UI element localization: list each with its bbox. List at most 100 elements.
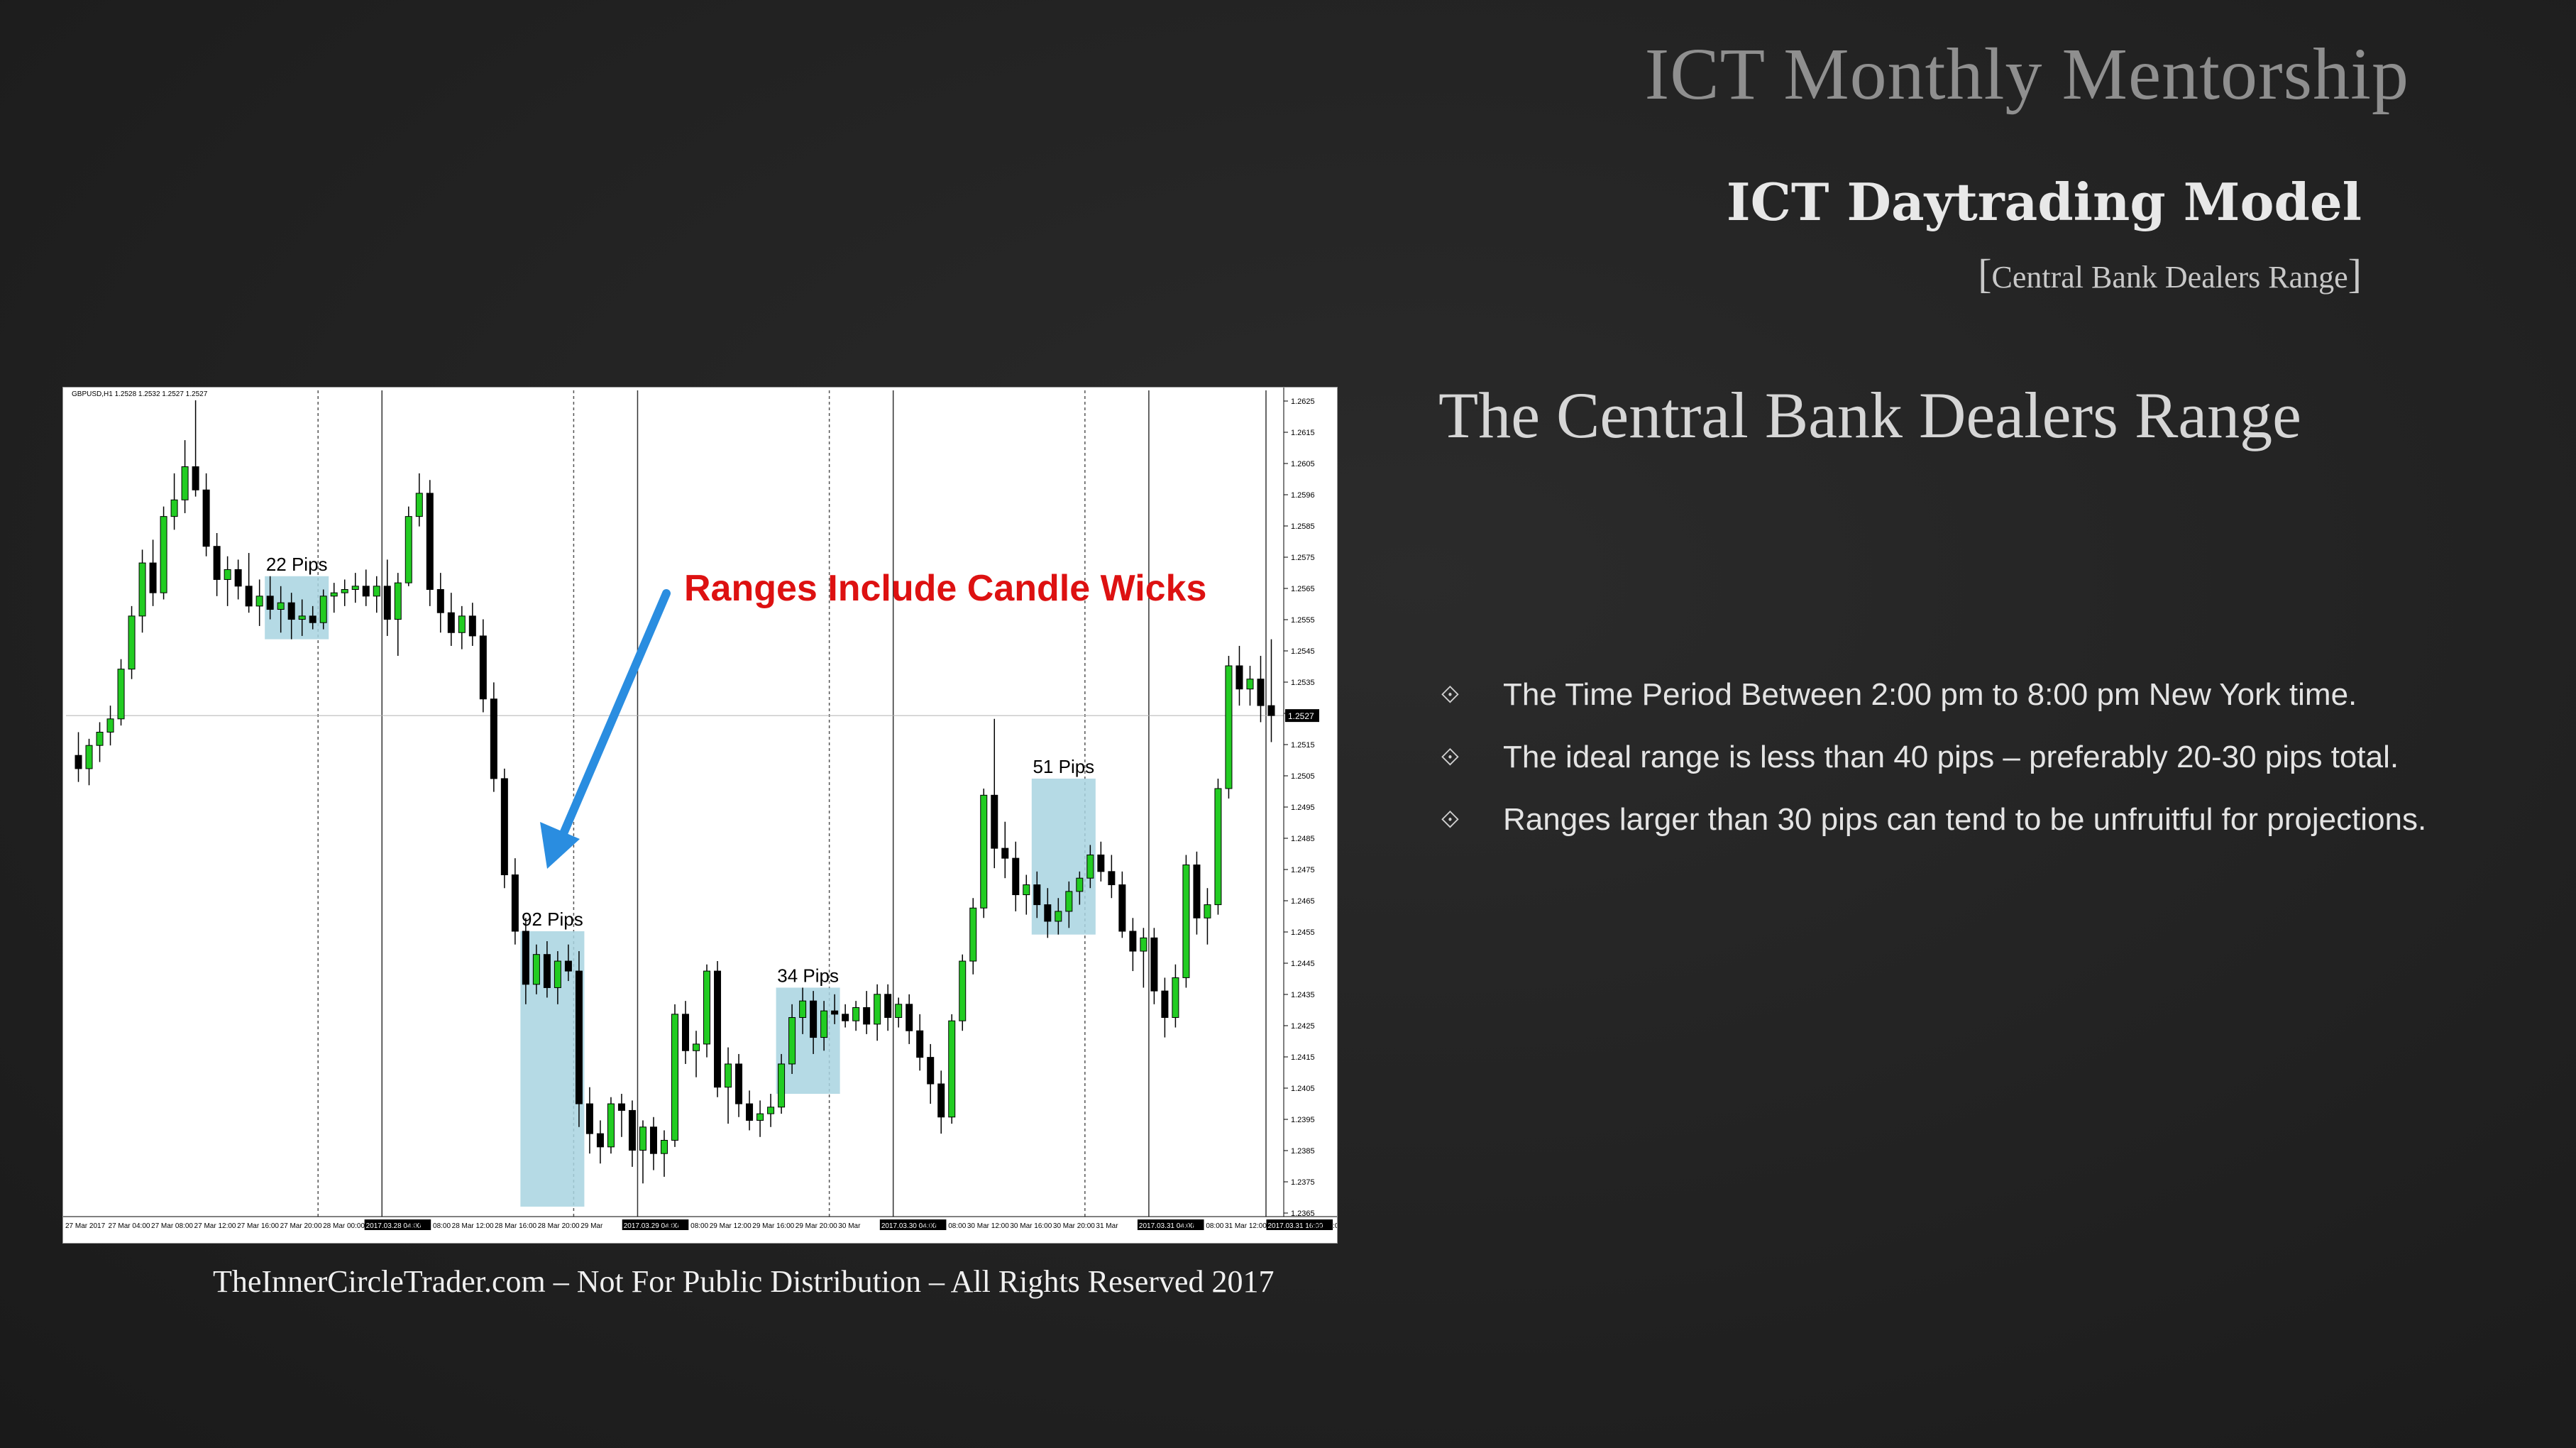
y-tick-label: 1.2465 xyxy=(1291,897,1315,906)
candle-body xyxy=(266,596,274,610)
candle-body xyxy=(479,635,487,700)
candle-body xyxy=(746,1103,754,1121)
candle-body xyxy=(649,1126,657,1154)
candle-body xyxy=(522,931,529,985)
candle-body xyxy=(149,562,157,593)
x-date-highlight xyxy=(879,1219,947,1230)
candle-body xyxy=(617,1103,625,1111)
candle-body xyxy=(596,1133,604,1148)
candle-body xyxy=(415,493,423,517)
candle-body xyxy=(543,954,551,988)
current-price-marker xyxy=(1285,709,1319,723)
candle-body xyxy=(628,1109,636,1151)
y-tick-label: 1.2585 xyxy=(1291,522,1315,531)
x-tick-label: 30 Mar xyxy=(838,1222,861,1230)
candle-body xyxy=(980,794,988,909)
x-tick-label: 27 Mar 16:00 xyxy=(237,1222,279,1230)
candle-body xyxy=(852,1007,860,1021)
candle-body xyxy=(383,586,391,620)
x-tick-label: 2017.03.31 16:00 xyxy=(1267,1222,1323,1230)
x-tick-label: 28 Mar 12:00 xyxy=(452,1222,494,1230)
annotation-arrow xyxy=(540,589,671,869)
bullet-item: ⟐ The Time Period Between 2:00 pm to 8:00… xyxy=(1441,664,2426,726)
range-label: 51 Pips xyxy=(1033,756,1094,777)
x-tick-label: 29 Mar 16:00 xyxy=(752,1222,794,1230)
candle-body xyxy=(1065,891,1073,912)
candle-body xyxy=(693,1043,700,1051)
x-tick-label: 30 Mar 16:00 xyxy=(1010,1222,1052,1230)
candle-body xyxy=(1055,911,1062,922)
range-box xyxy=(265,576,329,640)
y-tick-label: 1.2485 xyxy=(1291,835,1315,843)
x-tick-label: 31 Mar 08:00 xyxy=(1182,1222,1223,1230)
candle-body xyxy=(906,1004,913,1031)
candle-body xyxy=(362,586,370,597)
candle-body xyxy=(820,1010,828,1038)
candle-body xyxy=(309,615,317,623)
candle-body xyxy=(373,586,380,597)
candle-body xyxy=(138,562,146,617)
candle-body xyxy=(585,1103,593,1134)
x-tick-label: 29 Mar 08:00 xyxy=(666,1222,708,1230)
candle-body xyxy=(458,615,466,633)
y-tick-label: 1.2435 xyxy=(1291,991,1315,999)
candle-body xyxy=(895,1004,903,1019)
y-tick-label: 1.2425 xyxy=(1291,1022,1315,1031)
candle-body xyxy=(96,731,104,746)
candle-body xyxy=(1246,679,1254,690)
y-tick-label: 1.2565 xyxy=(1291,585,1315,593)
x-date-highlight xyxy=(364,1219,431,1230)
candle-body xyxy=(181,466,189,500)
candle-body xyxy=(1044,904,1052,922)
current-price-label: 1.2527 xyxy=(1288,711,1314,721)
candle-body xyxy=(735,1063,743,1104)
candle-body xyxy=(330,592,338,597)
x-tick-label: 2017.03.31 04:00 xyxy=(1139,1222,1194,1230)
x-tick-label: 28 Mar 20:00 xyxy=(538,1222,580,1230)
candle-body xyxy=(884,994,892,1019)
candle-body xyxy=(842,1014,849,1021)
x-tick-label: 29 Mar 20:00 xyxy=(796,1222,837,1230)
candle-body xyxy=(948,1020,956,1118)
candle-body xyxy=(969,907,977,962)
candle-body xyxy=(1182,864,1190,978)
topic-text: Central Bank Dealers Range xyxy=(1991,260,2348,295)
candle-body xyxy=(277,602,285,610)
x-tick-label: 28 Mar 08:00 xyxy=(409,1222,451,1230)
candle-body xyxy=(1129,931,1137,952)
y-tick-label: 1.2505 xyxy=(1291,772,1315,781)
candle-body xyxy=(1257,679,1265,706)
candle-body xyxy=(1140,937,1147,952)
y-tick-label: 1.2596 xyxy=(1291,491,1315,500)
y-tick-label: 1.2515 xyxy=(1291,741,1315,750)
candle-body xyxy=(1097,854,1105,872)
candle-body xyxy=(916,1030,924,1058)
candle-body xyxy=(927,1057,935,1085)
candle-body xyxy=(213,546,221,580)
x-tick-label: 2017.03.29 04:00 xyxy=(624,1222,679,1230)
x-tick-label: 27 Mar 08:00 xyxy=(151,1222,193,1230)
candle-body xyxy=(394,582,402,620)
bullet-item: ⟐ The ideal range is less than 40 pips – … xyxy=(1441,726,2426,789)
candle-body xyxy=(564,960,572,972)
candle-body xyxy=(1033,884,1041,906)
candle-body xyxy=(1172,977,1179,1019)
candle-body xyxy=(714,970,722,1088)
bracket-open: [ xyxy=(1978,251,1992,297)
candle-body xyxy=(937,1083,945,1118)
y-tick-label: 1.2405 xyxy=(1291,1085,1315,1093)
y-tick-label: 1.2415 xyxy=(1291,1053,1315,1062)
candle-body xyxy=(532,954,540,985)
y-tick-label: 1.2495 xyxy=(1291,803,1315,812)
candle-body xyxy=(170,499,178,517)
candle-body xyxy=(224,569,231,580)
arrow-head-icon xyxy=(540,822,580,869)
y-tick-label: 1.2365 xyxy=(1291,1210,1315,1218)
candle-body xyxy=(298,615,306,620)
candle-body xyxy=(511,874,519,932)
candle-body xyxy=(341,588,348,593)
candle-body xyxy=(767,1107,775,1114)
y-tick-label: 1.2395 xyxy=(1291,1116,1315,1124)
candle-body xyxy=(639,1126,646,1151)
candle-body xyxy=(1108,871,1116,886)
